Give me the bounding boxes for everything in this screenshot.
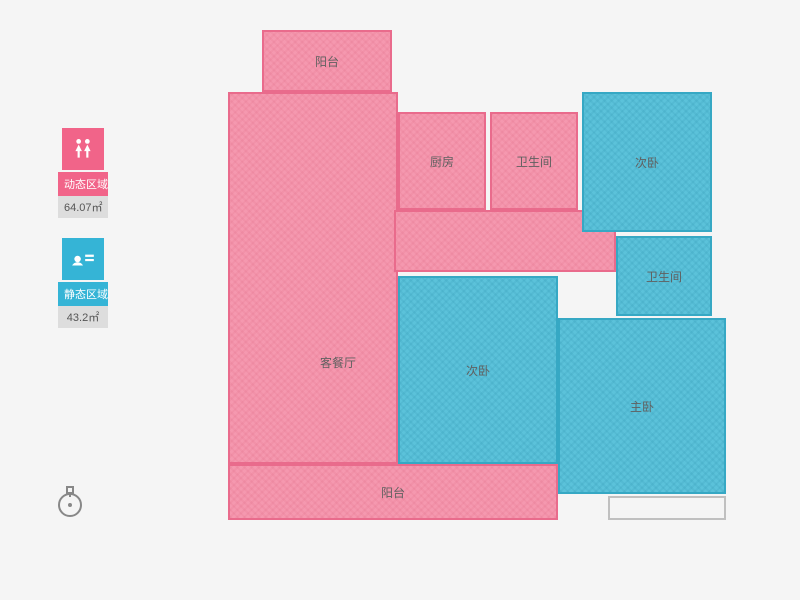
room-label: 卫生间	[646, 268, 682, 285]
room-label: 次卧	[466, 362, 490, 379]
legend-static-label: 静态区域	[58, 282, 108, 306]
compass-icon	[55, 485, 85, 515]
legend-dynamic: 动态区域 64.07㎡	[58, 128, 108, 218]
room-ledge	[608, 496, 726, 520]
room-balcony-bottom: 阳台	[228, 464, 558, 520]
room-label: 卫生间	[516, 153, 552, 170]
room-label: 主卧	[630, 398, 654, 415]
room-label: 次卧	[635, 154, 659, 171]
room-bed-topright: 次卧	[582, 92, 712, 232]
room-bath-top: 卫生间	[490, 112, 578, 210]
legend-static-value: 43.2㎡	[58, 306, 108, 328]
sleep-icon	[62, 238, 104, 280]
legend: 动态区域 64.07㎡ 静态区域 43.2㎡	[58, 128, 108, 348]
legend-static: 静态区域 43.2㎡	[58, 238, 108, 328]
room-label: 阳台	[315, 53, 339, 70]
room-label: 阳台	[381, 484, 405, 501]
room-bed-mid: 次卧	[398, 276, 558, 464]
room-living-main: 客餐厅	[228, 92, 398, 464]
floorplan: 阳台客餐厅厨房卫生间次卧卫生间次卧主卧阳台	[200, 30, 750, 550]
people-icon	[62, 128, 104, 170]
room-bath-right: 卫生间	[616, 236, 712, 316]
room-label: 客餐厅	[320, 354, 356, 371]
room-label: 厨房	[430, 153, 454, 170]
legend-dynamic-label: 动态区域	[58, 172, 108, 196]
room-balcony-top: 阳台	[262, 30, 392, 92]
room-bed-master: 主卧	[558, 318, 726, 494]
room-kitchen: 厨房	[398, 112, 486, 210]
legend-dynamic-value: 64.07㎡	[58, 196, 108, 218]
